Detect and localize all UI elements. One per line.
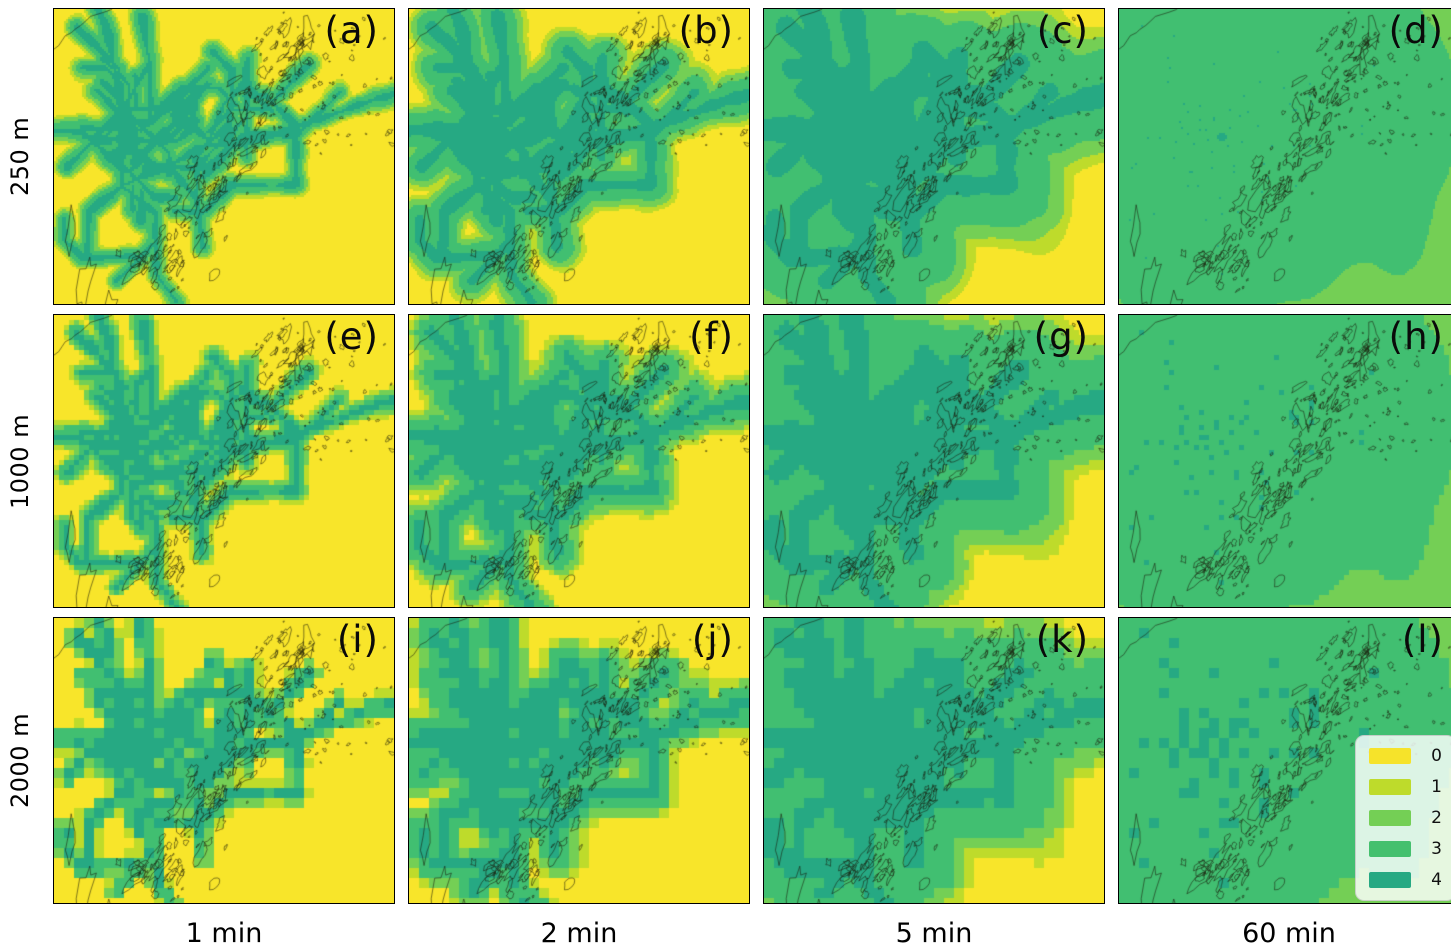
legend-entry-2: 2 [1369, 808, 1442, 828]
map-canvas-d [1119, 9, 1451, 304]
map-panel-l: (l) 0 1 2 3 4 [1118, 617, 1451, 904]
legend-value-2: 2 [1431, 808, 1442, 828]
legend-value-1: 1 [1431, 777, 1442, 797]
legend-value-0: 0 [1431, 746, 1442, 766]
map-panel-c: (c) [763, 8, 1105, 305]
map-canvas-j [409, 618, 749, 903]
map-panel-a: (a) [53, 8, 395, 305]
map-panel-j: (j) [408, 617, 750, 904]
map-canvas-k [764, 618, 1104, 903]
legend-swatch-0 [1369, 748, 1411, 764]
legend-entry-0: 0 [1369, 746, 1442, 766]
row-label-250m: 250 m [6, 116, 34, 197]
col-label-5min: 5 min [895, 918, 973, 949]
map-panel-e: (e) [53, 314, 395, 608]
map-panel-i: (i) [53, 617, 395, 904]
map-canvas-g [764, 315, 1104, 607]
legend: 0 1 2 3 4 [1355, 735, 1451, 901]
map-panel-f: (f) [408, 314, 750, 608]
col-label-60min: 60 min [1242, 918, 1336, 949]
map-canvas-i [54, 618, 394, 903]
map-canvas-c [764, 9, 1104, 304]
map-canvas-b [409, 9, 749, 304]
row-label-1000m: 1000 m [6, 413, 34, 509]
map-canvas-h [1119, 315, 1451, 607]
map-panel-b: (b) [408, 8, 750, 305]
legend-swatch-2 [1369, 810, 1411, 826]
legend-swatch-1 [1369, 779, 1411, 795]
map-panel-d: (d) [1118, 8, 1451, 305]
map-canvas-e [54, 315, 394, 607]
map-canvas-f [409, 315, 749, 607]
row-label-2000m: 2000 m [6, 712, 34, 809]
col-label-1min: 1 min [185, 918, 263, 949]
legend-value-4: 4 [1431, 870, 1442, 890]
map-panel-g: (g) [763, 314, 1105, 608]
map-panel-k: (k) [763, 617, 1105, 904]
legend-value-3: 3 [1431, 839, 1442, 859]
legend-entry-4: 4 [1369, 870, 1442, 890]
map-canvas-a [54, 9, 394, 304]
col-label-2min: 2 min [540, 918, 618, 949]
legend-entry-1: 1 [1369, 777, 1442, 797]
legend-swatch-3 [1369, 841, 1411, 857]
legend-swatch-4 [1369, 872, 1411, 888]
legend-entry-3: 3 [1369, 839, 1442, 859]
map-panel-h: (h) [1118, 314, 1451, 608]
